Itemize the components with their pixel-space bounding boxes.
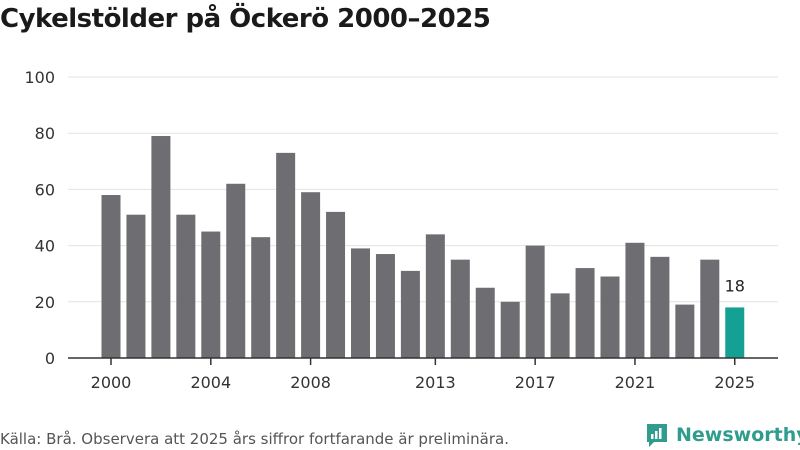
bar-2005 [226,183,246,358]
bar-2001 [126,214,146,358]
bar-2025 [725,307,745,358]
bar-2024 [700,259,720,358]
y-tick-label: 40 [35,237,55,256]
chart-title: Cykelstölder på Öckerö 2000–2025 [0,4,491,34]
bar-2003 [176,214,196,358]
y-tick-label: 0 [45,349,55,368]
x-tick-label: 2021 [615,373,656,392]
bar-chart: 0 20 40 60 80 100 18 2000 2004 2008 2013 2017 2021… [24,68,778,392]
bar-2007 [276,152,296,358]
y-tick-label: 20 [35,293,55,312]
bar-2008 [301,192,321,358]
grid-lines [68,76,778,303]
bars [101,136,745,358]
bar-2018 [550,293,570,358]
bar-2002 [151,136,171,358]
brand-name: Newsworthy [676,424,800,446]
bar-2013 [425,234,445,358]
y-tick-label: 80 [35,124,55,143]
x-tick-label: 2000 [91,373,132,392]
x-tick-label: 2008 [290,373,331,392]
bar-2012 [400,270,420,358]
bar-2020 [600,276,620,358]
data-labels: 18 [725,276,745,295]
y-tick-label: 60 [35,180,55,199]
bar-2004 [201,231,221,358]
bar-2019 [575,268,595,358]
bar-2014 [450,259,470,358]
newsworthy-logo-icon [647,424,667,447]
bar-2006 [251,237,271,358]
source-note: Källa: Brå. Observera att 2025 års siffr… [0,430,509,448]
bar-2017 [525,245,545,358]
bar-2022 [650,256,670,358]
bar-2015 [475,287,495,358]
bar-2000 [101,195,121,358]
bar-2010 [351,248,370,358]
bar-2021 [625,242,645,358]
x-tick-label: 2004 [190,373,231,392]
x-tick-label: 2025 [714,373,755,392]
bar-2009 [326,211,346,358]
x-tick-label: 2013 [415,373,456,392]
bar-2011 [375,254,395,358]
bar-2023 [675,304,695,358]
brand-logo: Newsworthy [644,420,800,450]
x-axis: 2000 2004 2008 2013 2017 2021 2025 [68,357,778,392]
y-axis-ticks: 0 20 40 60 80 100 [24,68,55,368]
x-tick-label: 2017 [515,373,556,392]
y-tick-label: 100 [24,68,55,87]
data-label-2025: 18 [725,276,745,295]
bar-2016 [500,301,520,358]
